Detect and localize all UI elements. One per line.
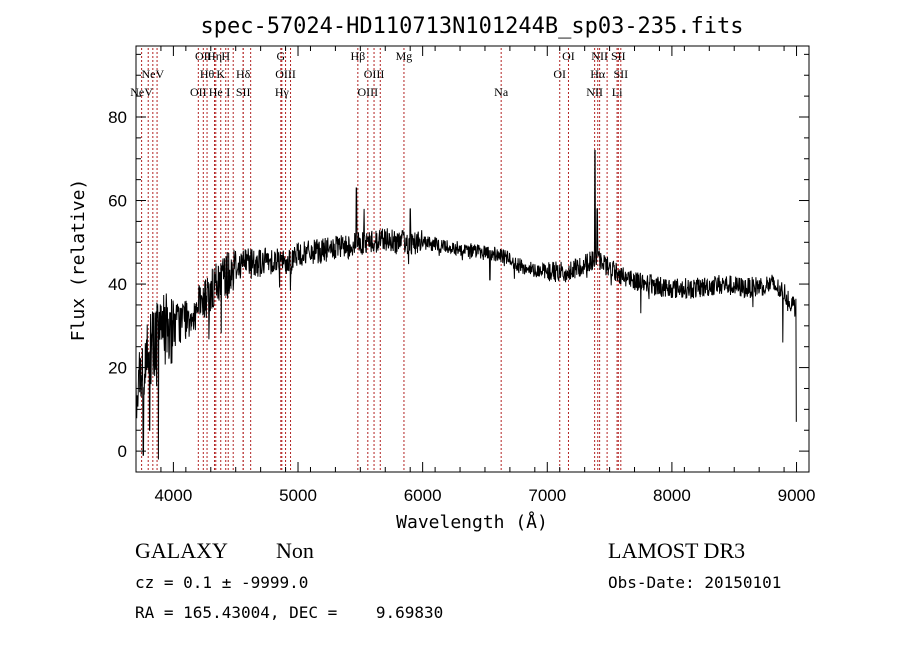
object-class: GALAXY <box>135 538 228 563</box>
y-tick-label: 80 <box>108 108 127 127</box>
x-tick-label: 8000 <box>653 486 691 505</box>
spectrum-line <box>135 149 797 460</box>
emission-line-label: Hδ <box>236 67 251 81</box>
plot-frame <box>135 45 810 473</box>
emission-line-label: K <box>216 67 225 81</box>
x-axis: 4000 5000 6000 7000 8000 9000 <box>135 46 816 505</box>
emission-line-label: NeV <box>141 67 164 81</box>
x-tick-label: 4000 <box>154 486 192 505</box>
emission-line-label: OIII <box>357 85 378 99</box>
emission-line-label: Hθ <box>200 67 215 81</box>
emission-line-label: SII <box>613 67 628 81</box>
emission-line-labels: NeV NeV OII OII Hθ Hη He KH I Hδ SII G Hγ OIII Hβ OIII O… <box>130 49 628 99</box>
emission-line-label: Hα <box>590 67 606 81</box>
emission-line-label: OI <box>562 49 575 63</box>
emission-line-label: Hβ <box>350 49 365 63</box>
emission-line-label: Mg <box>396 49 413 63</box>
emission-line-label: He <box>209 85 223 99</box>
emission-line-label: Hη <box>207 49 222 63</box>
emission-line-label: H <box>221 49 230 63</box>
y-tick-label: 0 <box>118 442 127 461</box>
y-axis-label: Flux (relative) <box>68 179 89 342</box>
obs-date-line: Obs-Date: 20150101 <box>608 573 782 592</box>
object-subclass: Non <box>276 538 314 563</box>
x-tick-label: 5000 <box>279 486 317 505</box>
chart-title: spec-57024-HD110713N101244B_sp03-235.fit… <box>200 14 743 39</box>
emission-line-label: OIII <box>275 67 296 81</box>
emission-line-label: NII <box>591 49 608 63</box>
emission-line-label: NeV <box>130 85 153 99</box>
y-tick-label: 20 <box>108 359 127 378</box>
y-axis: 0 20 40 60 80 <box>108 53 809 461</box>
x-tick-label: 9000 <box>778 486 816 505</box>
emission-line-label: SII <box>611 49 626 63</box>
emission-line-label: Li <box>612 85 623 99</box>
y-tick-label: 60 <box>108 192 127 211</box>
y-tick-label: 40 <box>108 275 127 294</box>
emission-line-label: Hγ <box>275 85 290 99</box>
emission-line-label: OII <box>190 85 207 99</box>
emission-line-label: Na <box>494 85 509 99</box>
x-tick-label: 6000 <box>404 486 442 505</box>
emission-line-label: OII <box>195 49 212 63</box>
coordinates-line: RA = 165.43004, DEC = 9.69830 <box>135 603 444 622</box>
emission-line-label: G <box>276 49 285 63</box>
emission-line-markers <box>141 48 622 472</box>
emission-line-label: NII <box>586 85 603 99</box>
redshift-line: cz = 0.1 ± -9999.0 <box>135 573 309 592</box>
emission-line-label: I <box>226 85 230 99</box>
x-axis-label: Wavelength (Å) <box>396 511 548 533</box>
emission-line-label: OI <box>553 67 566 81</box>
emission-line-label: OIII <box>364 67 385 81</box>
x-tick-label: 7000 <box>528 486 566 505</box>
survey-name: LAMOST DR3 <box>608 538 746 563</box>
emission-line-label: SII <box>236 85 251 99</box>
